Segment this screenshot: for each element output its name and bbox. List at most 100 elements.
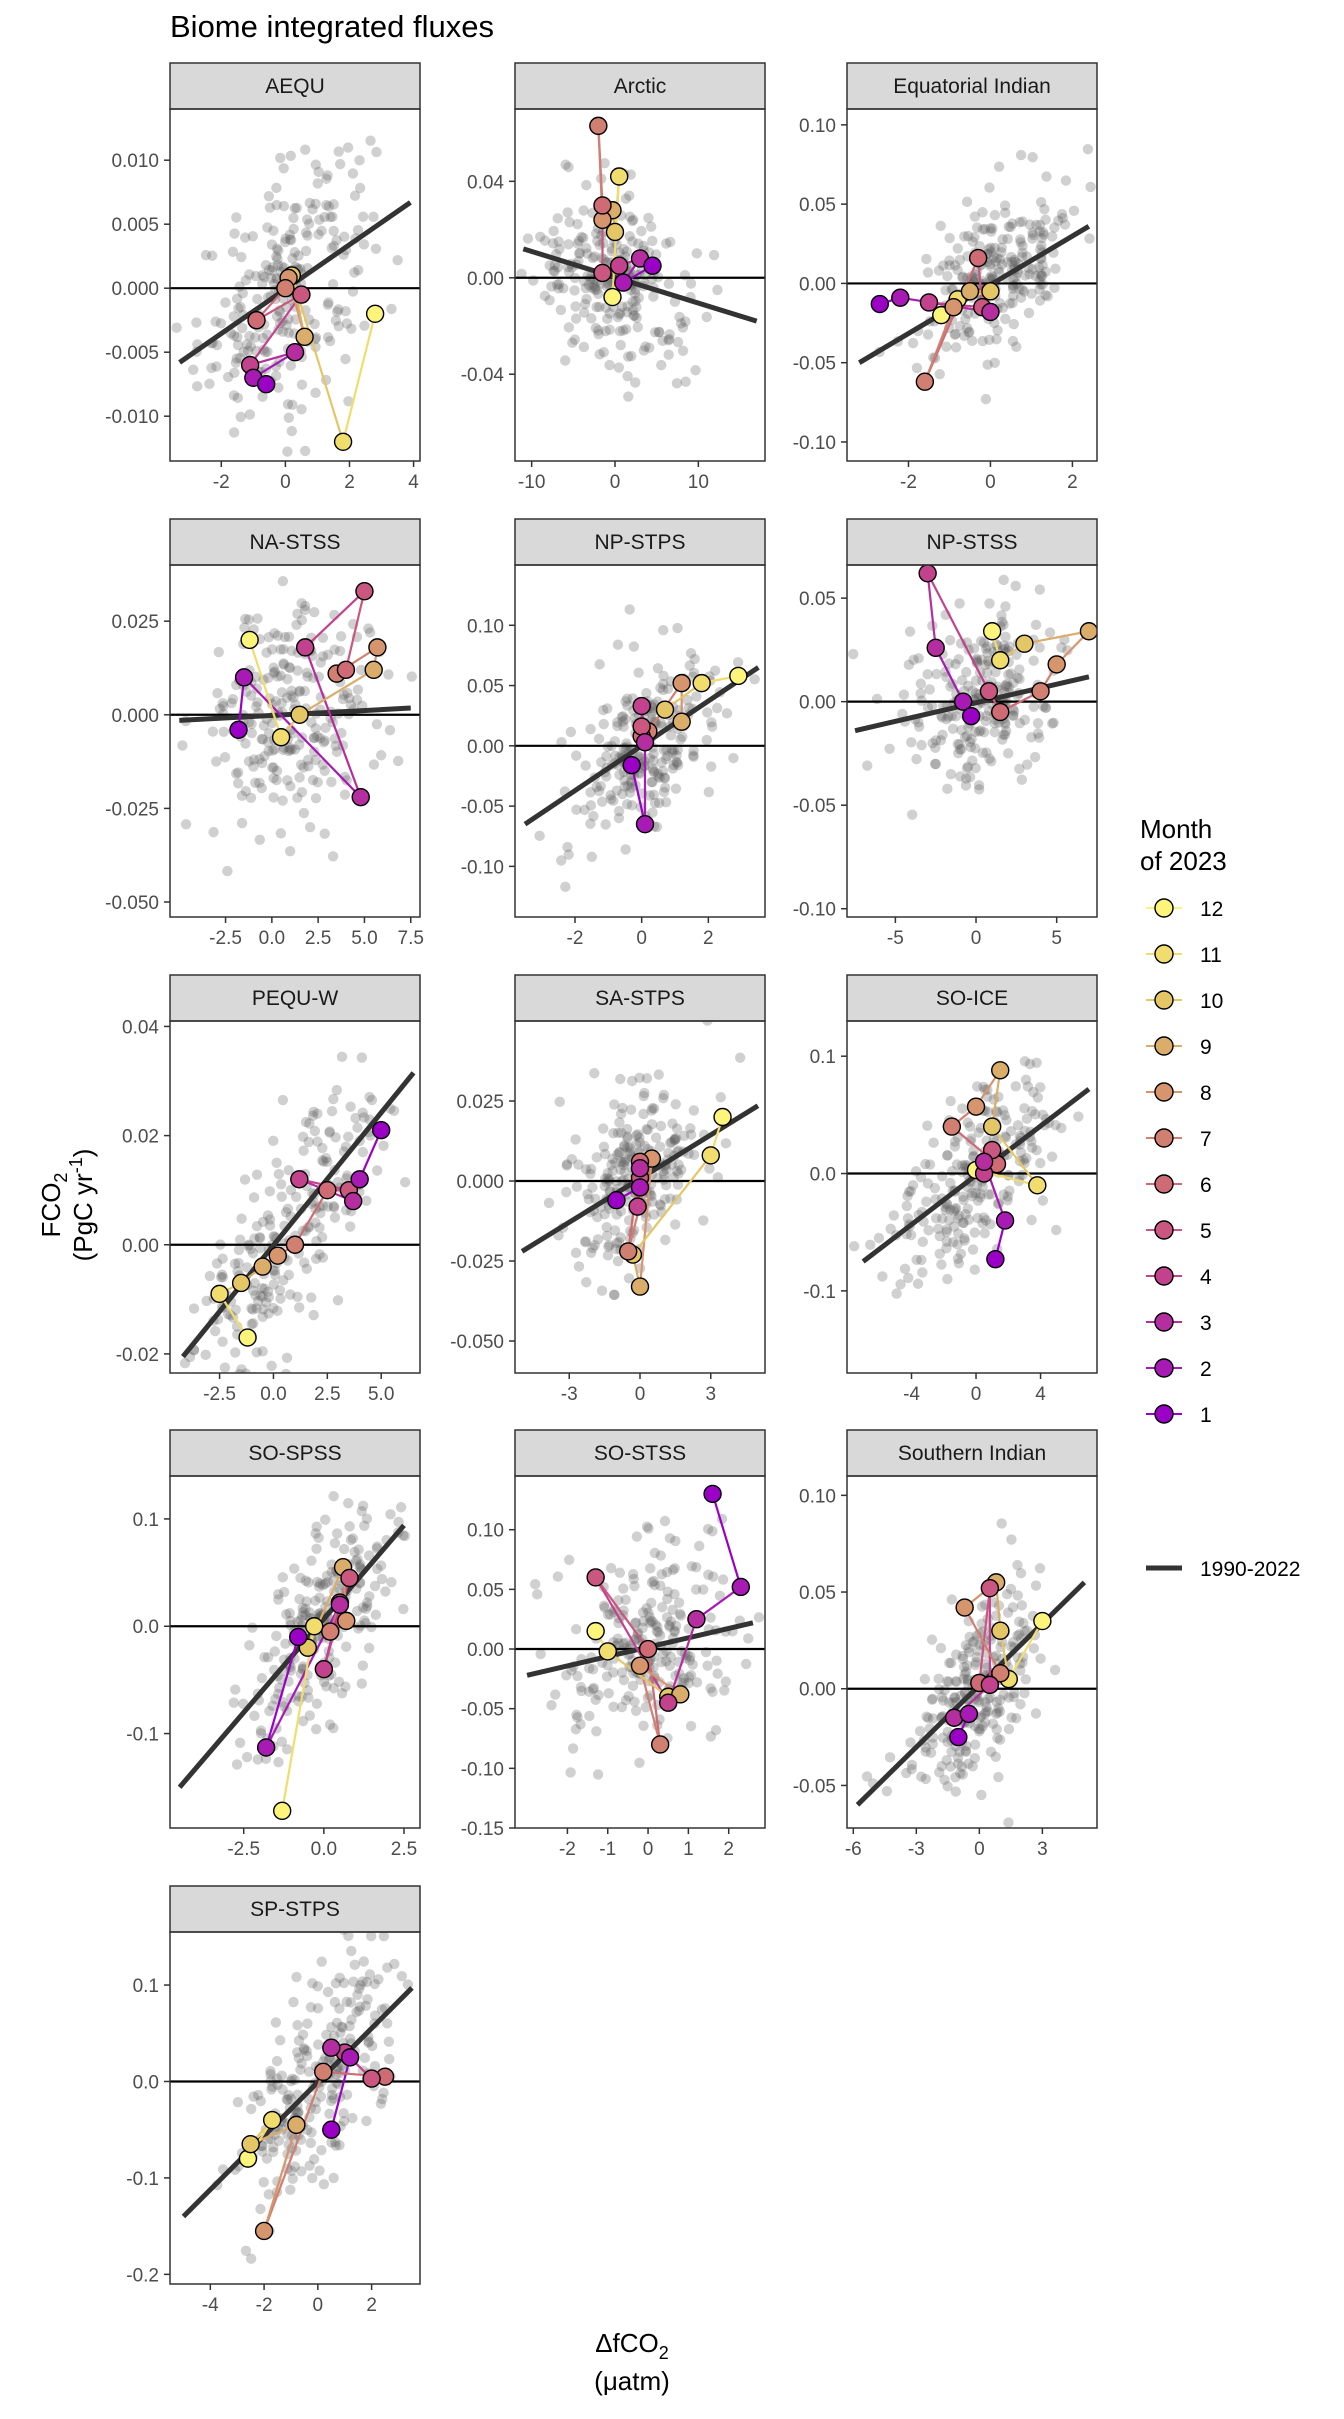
historical-point: [232, 331, 243, 343]
month-path-segment: [963, 1606, 1002, 1674]
historical-point: [1002, 1191, 1013, 1202]
historical-point: [298, 762, 309, 773]
historical-point: [970, 762, 981, 774]
historical-point: [959, 1233, 970, 1244]
historical-point: [1042, 290, 1053, 302]
historical-point: [318, 737, 329, 748]
historical-point: [947, 723, 959, 735]
historical-point: [684, 660, 695, 671]
historical-point: [665, 1137, 676, 1149]
historical-point: [263, 672, 274, 684]
historical-point: [268, 667, 279, 679]
historical-point: [286, 690, 297, 701]
x-tick-label: -2: [567, 928, 584, 949]
month-point-3: [981, 302, 1000, 322]
month-point-11: [609, 167, 629, 186]
historical-point: [1017, 247, 1028, 258]
historical-point: [901, 1767, 912, 1779]
historical-point: [636, 225, 647, 237]
historical-point: [211, 361, 222, 372]
historical-point: [937, 729, 948, 741]
historical-point: [357, 1500, 369, 1512]
historical-point: [973, 726, 985, 737]
historical-point: [705, 1683, 716, 1694]
historical-point: [946, 1746, 957, 1757]
historical-point: [335, 631, 347, 642]
historical-point: [602, 1250, 614, 1261]
historical-point: [660, 1234, 671, 1246]
historical-point: [702, 1523, 714, 1535]
strip-sa-stps: [514, 974, 766, 1022]
historical-point: [670, 1620, 682, 1632]
historical-point: [239, 622, 250, 633]
historical-point: [333, 1676, 345, 1688]
plot-area-np-stss: [847, 565, 1097, 820]
historical-point: [598, 347, 609, 358]
historical-point: [934, 1248, 945, 1259]
historical-point: [275, 1179, 287, 1190]
historical-point: [285, 234, 297, 246]
plot-area-so-stss: [515, 1484, 765, 1780]
historical-point: [266, 239, 278, 250]
historical-point: [628, 214, 639, 226]
historical-point: [982, 641, 993, 652]
historical-point: [624, 1148, 635, 1159]
legend-label: 10: [1200, 990, 1223, 1013]
historical-point: [605, 790, 616, 801]
month-point-2: [340, 2048, 360, 2067]
historical-point: [292, 1291, 303, 1302]
historical-point: [353, 1544, 364, 1555]
historical-point: [662, 1593, 673, 1605]
historical-point: [351, 2006, 362, 2018]
historical-point: [648, 755, 659, 766]
historical-point: [578, 341, 590, 353]
historical-point: [342, 687, 353, 699]
historical-point: [598, 1123, 609, 1134]
historical-point: [990, 666, 1001, 678]
historical-point: [288, 1996, 299, 2008]
historical-point: [960, 1745, 971, 1757]
historical-point: [359, 320, 370, 331]
historical-point: [958, 1194, 969, 1206]
historical-point: [1007, 335, 1019, 347]
historical-point: [304, 1607, 315, 1618]
historical-point: [302, 1222, 314, 1233]
month-point-8: [337, 1611, 356, 1631]
historical-point: [242, 345, 254, 357]
historical-point: [316, 1956, 327, 1967]
y-tick-label: 0.000: [111, 279, 159, 300]
historical-point: [244, 409, 256, 420]
historical-point: [299, 604, 311, 616]
x-tick-label: 0: [985, 472, 996, 493]
historical-point: [548, 225, 559, 237]
historical-point: [587, 1182, 598, 1193]
historical-point: [1034, 584, 1046, 595]
historical-point: [605, 793, 617, 805]
historical-point: [204, 378, 215, 390]
x-tick-label: 2: [344, 472, 355, 493]
historical-point: [962, 230, 974, 242]
historical-point: [936, 1213, 948, 1224]
historical-point: [386, 303, 397, 315]
historical-point: [319, 735, 330, 746]
historical-point: [285, 360, 297, 371]
historical-point: [941, 1236, 952, 1247]
historical-point: [1051, 1224, 1062, 1236]
month-point-8: [966, 1097, 986, 1116]
month-point-10: [982, 1117, 1002, 1136]
historical-point: [599, 1208, 610, 1220]
historical-point: [996, 610, 1007, 621]
historical-point: [981, 747, 992, 758]
historical-point: [927, 1713, 939, 1724]
historical-point: [964, 736, 976, 748]
historical-point: [926, 1634, 938, 1645]
historical-point: [1022, 1081, 1034, 1092]
historical-point: [993, 266, 1005, 278]
historical-point: [911, 753, 922, 765]
historical-point: [209, 1325, 221, 1337]
historical-point: [590, 228, 602, 239]
historical-point: [311, 1543, 322, 1555]
historical-point: [670, 1099, 681, 1110]
historical-point: [960, 1208, 971, 1220]
historical-point: [970, 1187, 981, 1199]
